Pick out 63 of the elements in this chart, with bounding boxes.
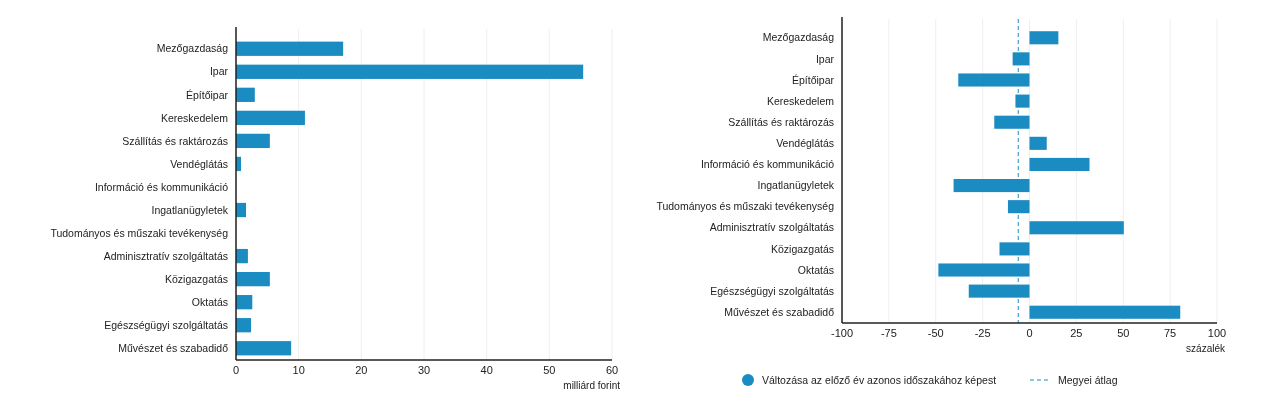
y-tick-label: Információ és kommunikáció: [94, 180, 229, 193]
bar: [236, 133, 270, 149]
y-tick-label: Építőipar: [185, 88, 229, 101]
legend-label: Megyei átlag: [1058, 373, 1118, 386]
y-tick-label: Oktatás: [191, 295, 228, 308]
bar: [236, 248, 248, 264]
bar: [236, 271, 270, 287]
bar: [1029, 305, 1181, 319]
bar: [236, 110, 305, 126]
y-tick-label: Mezőgazdaság: [156, 42, 229, 55]
y-tick-label: Ingatlanügyletek: [757, 179, 835, 192]
legend-label: Változása az előző év azonos időszakához képest: [762, 373, 997, 386]
y-tick-label: Egészségügyi szolgáltatás: [710, 284, 834, 297]
y-tick-label: Tudományos és műszaki tevékenység: [50, 226, 229, 239]
x-tick-label: -25: [974, 327, 991, 339]
bar: [236, 64, 584, 79]
x-tick-label: -50: [927, 327, 944, 339]
y-tick-label: Ipar: [815, 52, 835, 65]
x-tick-label: 50: [543, 364, 556, 376]
y-tick-label: Szállítás és raktározás: [728, 115, 834, 128]
bar: [236, 41, 344, 56]
y-tick-label: Szállítás és raktározás: [122, 134, 228, 147]
y-tick-label: Egészségügyi szolgáltatás: [104, 318, 228, 331]
y-tick-label: Ipar: [209, 65, 229, 78]
bar: [1029, 157, 1090, 171]
bar: [236, 318, 252, 333]
x-tick-label: -75: [880, 327, 897, 339]
y-tick-label: Adminisztratív szolgáltatás: [103, 249, 228, 262]
bar: [1029, 221, 1124, 235]
y-tick-label: Művészet és szabadidő: [118, 341, 229, 354]
y-tick-label: Kereskedelem: [766, 94, 835, 107]
bar: [236, 295, 253, 310]
x-tick-label: 20: [355, 364, 368, 376]
bar: [236, 87, 255, 102]
x-tick-label: 100: [1207, 327, 1227, 339]
y-tick-label: Mezőgazdaság: [762, 31, 835, 44]
x-tick-label: 75: [1164, 327, 1177, 339]
y-tick-label: Tudományos és műszaki tevékenység: [656, 200, 835, 213]
y-tick-label: Adminisztratív szolgáltatás: [709, 221, 834, 234]
y-tick-label: Ingatlanügyletek: [151, 203, 229, 216]
x-tick-label: 40: [480, 364, 493, 376]
x-tick-label: 0: [1026, 327, 1033, 339]
bar: [236, 341, 292, 356]
y-tick-label: Vendéglátás: [776, 137, 834, 150]
x-tick-label: 10: [292, 364, 305, 376]
y-tick-label: Művészet és szabadidő: [724, 305, 835, 318]
y-tick-label: Kereskedelem: [160, 111, 229, 124]
x-tick-label: 30: [417, 364, 431, 376]
y-tick-label: Közigazgatás: [164, 272, 228, 285]
x-axis-title: milliárd forint: [563, 380, 621, 391]
x-tick-label: 25: [1070, 327, 1083, 339]
x-axis-title: százalék: [1186, 343, 1226, 354]
y-tick-label: Oktatás: [797, 263, 834, 276]
y-tick-label: Vendéglátás: [170, 157, 228, 170]
x-tick-label: 50: [1117, 327, 1130, 339]
x-tick-label: 0: [232, 364, 240, 376]
y-tick-label: Közigazgatás: [770, 242, 834, 255]
x-tick-label: -100: [830, 327, 854, 339]
x-tick-label: 60: [605, 364, 619, 376]
y-tick-label: Információ és kommunikáció: [700, 158, 835, 171]
y-tick-label: Építőipar: [791, 73, 835, 86]
bar: [1029, 136, 1047, 150]
bar: [1029, 31, 1059, 45]
